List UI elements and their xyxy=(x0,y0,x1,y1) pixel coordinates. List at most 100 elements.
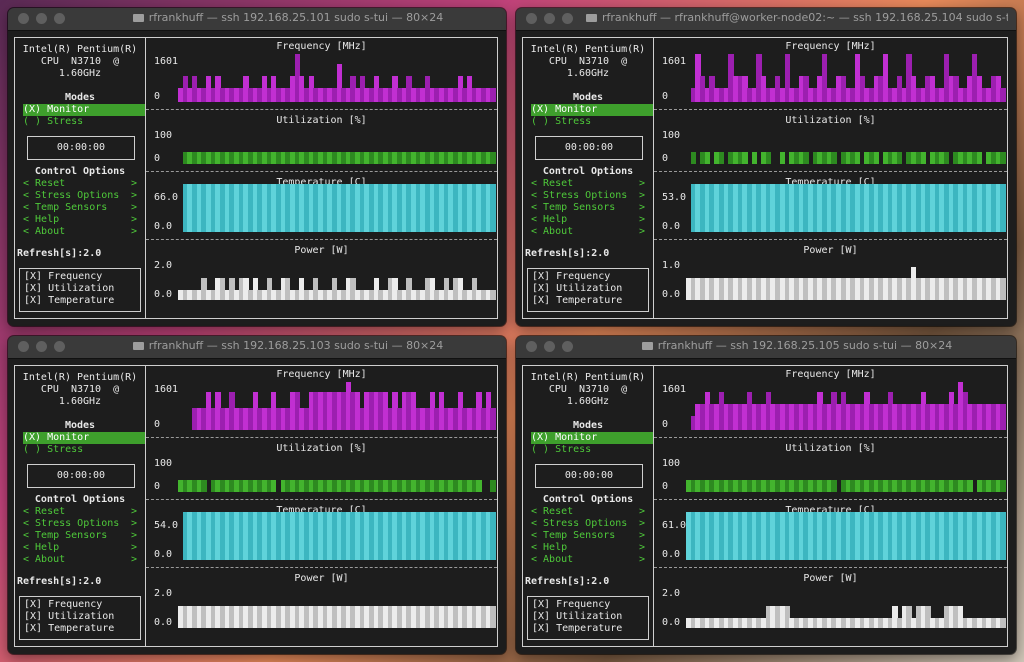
reset-option-chevron[interactable]: > xyxy=(131,178,138,189)
temperature-bar xyxy=(317,512,324,560)
stress-options-option[interactable]: < Stress Options xyxy=(23,190,120,201)
reset-option[interactable]: < Reset xyxy=(531,178,574,189)
help-option[interactable]: < Help xyxy=(23,214,60,225)
stress-options-option-chevron[interactable]: > xyxy=(639,518,646,529)
refresh-rate[interactable]: Refresh[s]:2.0 xyxy=(17,576,102,587)
reset-option[interactable]: < Reset xyxy=(531,506,574,517)
about-option-chevron[interactable]: > xyxy=(639,226,646,237)
frequency-checkbox[interactable]: [X] Frequency xyxy=(532,271,611,282)
mode-monitor-radio[interactable]: (X) Monitor xyxy=(531,432,653,444)
close-button[interactable] xyxy=(526,13,537,24)
frequency-checkbox[interactable]: [X] Frequency xyxy=(532,599,611,610)
utilization-checkbox[interactable]: [X] Utilization xyxy=(24,611,115,622)
about-option-chevron[interactable]: > xyxy=(131,554,138,565)
title-bar[interactable]: rfrankhuff — ssh 192.168.25.101 sudo s-t… xyxy=(8,8,506,31)
zoom-button[interactable] xyxy=(54,341,65,352)
help-option[interactable]: < Help xyxy=(531,542,568,553)
minimize-button[interactable] xyxy=(36,341,47,352)
close-button[interactable] xyxy=(18,341,29,352)
help-option-chevron[interactable]: > xyxy=(639,542,646,553)
temp-sensors-option[interactable]: < Temp Sensors xyxy=(23,530,108,541)
utilization-checkbox[interactable]: [X] Utilization xyxy=(532,283,623,294)
frequency-bar xyxy=(210,408,216,430)
temperature-checkbox[interactable]: [X] Temperature xyxy=(532,623,623,634)
minimize-button[interactable] xyxy=(36,13,47,24)
mode-stress-radio[interactable]: ( ) Stress xyxy=(23,444,84,455)
power-bar xyxy=(224,290,230,300)
utilization-bar xyxy=(793,480,800,492)
temp-sensors-option[interactable]: < Temp Sensors xyxy=(531,202,616,213)
power-graph xyxy=(686,606,1006,628)
close-button[interactable] xyxy=(526,341,537,352)
reset-option[interactable]: < Reset xyxy=(23,178,66,189)
reset-option-chevron[interactable]: > xyxy=(639,506,646,517)
minimize-button[interactable] xyxy=(544,13,555,24)
stress-options-option[interactable]: < Stress Options xyxy=(23,518,120,529)
about-option-chevron[interactable]: > xyxy=(639,554,646,565)
help-option[interactable]: < Help xyxy=(23,542,60,553)
temperature-bar xyxy=(439,512,445,560)
terminal-window-br[interactable]: rfrankhuff — ssh 192.168.25.105 sudo s-t… xyxy=(516,336,1016,654)
reset-option-chevron[interactable]: > xyxy=(639,178,646,189)
utilization-checkbox[interactable]: [X] Utilization xyxy=(24,283,115,294)
temp-sensors-option[interactable]: < Temp Sensors xyxy=(531,530,616,541)
terminal-content[interactable]: Intel(R) Pentium(R) CPU N3710 @1.60GHz Mod… xyxy=(8,31,506,326)
stress-options-option-chevron[interactable]: > xyxy=(131,190,138,201)
title-bar[interactable]: rfrankhuff — rfrankhuff@worker-node02:~ … xyxy=(516,8,1016,31)
utilization-checkbox[interactable]: [X] Utilization xyxy=(532,611,623,622)
refresh-rate[interactable]: Refresh[s]:2.0 xyxy=(525,576,610,587)
power-bar xyxy=(793,618,800,628)
terminal-window-tl[interactable]: rfrankhuff — ssh 192.168.25.101 sudo s-t… xyxy=(8,8,506,326)
temperature-graph-title: Temperature [C] xyxy=(785,177,876,188)
about-option[interactable]: < About xyxy=(531,226,574,237)
about-option-chevron[interactable]: > xyxy=(131,226,138,237)
utilization-bar xyxy=(322,480,328,492)
mode-stress-radio[interactable]: ( ) Stress xyxy=(531,116,592,127)
temperature-checkbox[interactable]: [X] Temperature xyxy=(24,295,115,306)
terminal-window-tr[interactable]: rfrankhuff — rfrankhuff@worker-node02:~ … xyxy=(516,8,1016,326)
zoom-button[interactable] xyxy=(562,341,573,352)
mode-monitor-radio[interactable]: (X) Monitor xyxy=(23,432,145,444)
reset-option-chevron[interactable]: > xyxy=(131,506,138,517)
temperature-checkbox[interactable]: [X] Temperature xyxy=(532,295,623,306)
refresh-rate[interactable]: Refresh[s]:2.0 xyxy=(525,248,610,259)
help-option-chevron[interactable]: > xyxy=(639,214,646,225)
power-bar xyxy=(187,290,193,300)
mode-monitor-radio[interactable]: (X) Monitor xyxy=(23,104,145,116)
refresh-rate[interactable]: Refresh[s]:2.0 xyxy=(17,248,102,259)
temp-sensors-option-chevron[interactable]: > xyxy=(131,530,138,541)
terminal-content[interactable]: Intel(R) Pentium(R) CPU N3710 @1.60GHz Mod… xyxy=(8,359,506,654)
title-bar[interactable]: rfrankhuff — ssh 192.168.25.105 sudo s-t… xyxy=(516,336,1016,359)
stress-options-option[interactable]: < Stress Options xyxy=(531,190,628,201)
temp-sensors-option-chevron[interactable]: > xyxy=(131,202,138,213)
title-bar[interactable]: rfrankhuff — ssh 192.168.25.103 sudo s-t… xyxy=(8,336,506,359)
terminal-window-bl[interactable]: rfrankhuff — ssh 192.168.25.103 sudo s-t… xyxy=(8,336,506,654)
temp-sensors-option-chevron[interactable]: > xyxy=(639,530,646,541)
mode-stress-radio[interactable]: ( ) Stress xyxy=(23,116,84,127)
zoom-button[interactable] xyxy=(54,13,65,24)
terminal-content[interactable]: Intel(R) Pentium(R) CPU N3710 @1.60GHz Mod… xyxy=(516,359,1016,654)
temp-sensors-option[interactable]: < Temp Sensors xyxy=(23,202,108,213)
help-option-chevron[interactable]: > xyxy=(131,542,138,553)
about-option[interactable]: < About xyxy=(23,226,66,237)
reset-option[interactable]: < Reset xyxy=(23,506,66,517)
zoom-button[interactable] xyxy=(562,13,573,24)
terminal-content[interactable]: Intel(R) Pentium(R) CPU N3710 @1.60GHz Mod… xyxy=(516,31,1016,326)
temp-sensors-option-chevron[interactable]: > xyxy=(639,202,646,213)
temperature-bar xyxy=(280,512,286,560)
stress-options-option-chevron[interactable]: > xyxy=(639,190,646,201)
frequency-checkbox[interactable]: [X] Frequency xyxy=(24,599,103,610)
stress-options-option[interactable]: < Stress Options xyxy=(531,518,628,529)
about-option[interactable]: < About xyxy=(531,554,574,565)
about-option[interactable]: < About xyxy=(23,554,66,565)
stress-options-option-chevron[interactable]: > xyxy=(131,518,138,529)
help-option-chevron[interactable]: > xyxy=(131,214,138,225)
minimize-button[interactable] xyxy=(544,341,555,352)
help-option[interactable]: < Help xyxy=(531,214,568,225)
frequency-checkbox[interactable]: [X] Frequency xyxy=(24,271,103,282)
frequency-axis-max: 1601 xyxy=(154,56,179,67)
mode-stress-radio[interactable]: ( ) Stress xyxy=(531,444,592,455)
temperature-checkbox[interactable]: [X] Temperature xyxy=(24,623,115,634)
close-button[interactable] xyxy=(18,13,29,24)
mode-monitor-radio[interactable]: (X) Monitor xyxy=(531,104,653,116)
